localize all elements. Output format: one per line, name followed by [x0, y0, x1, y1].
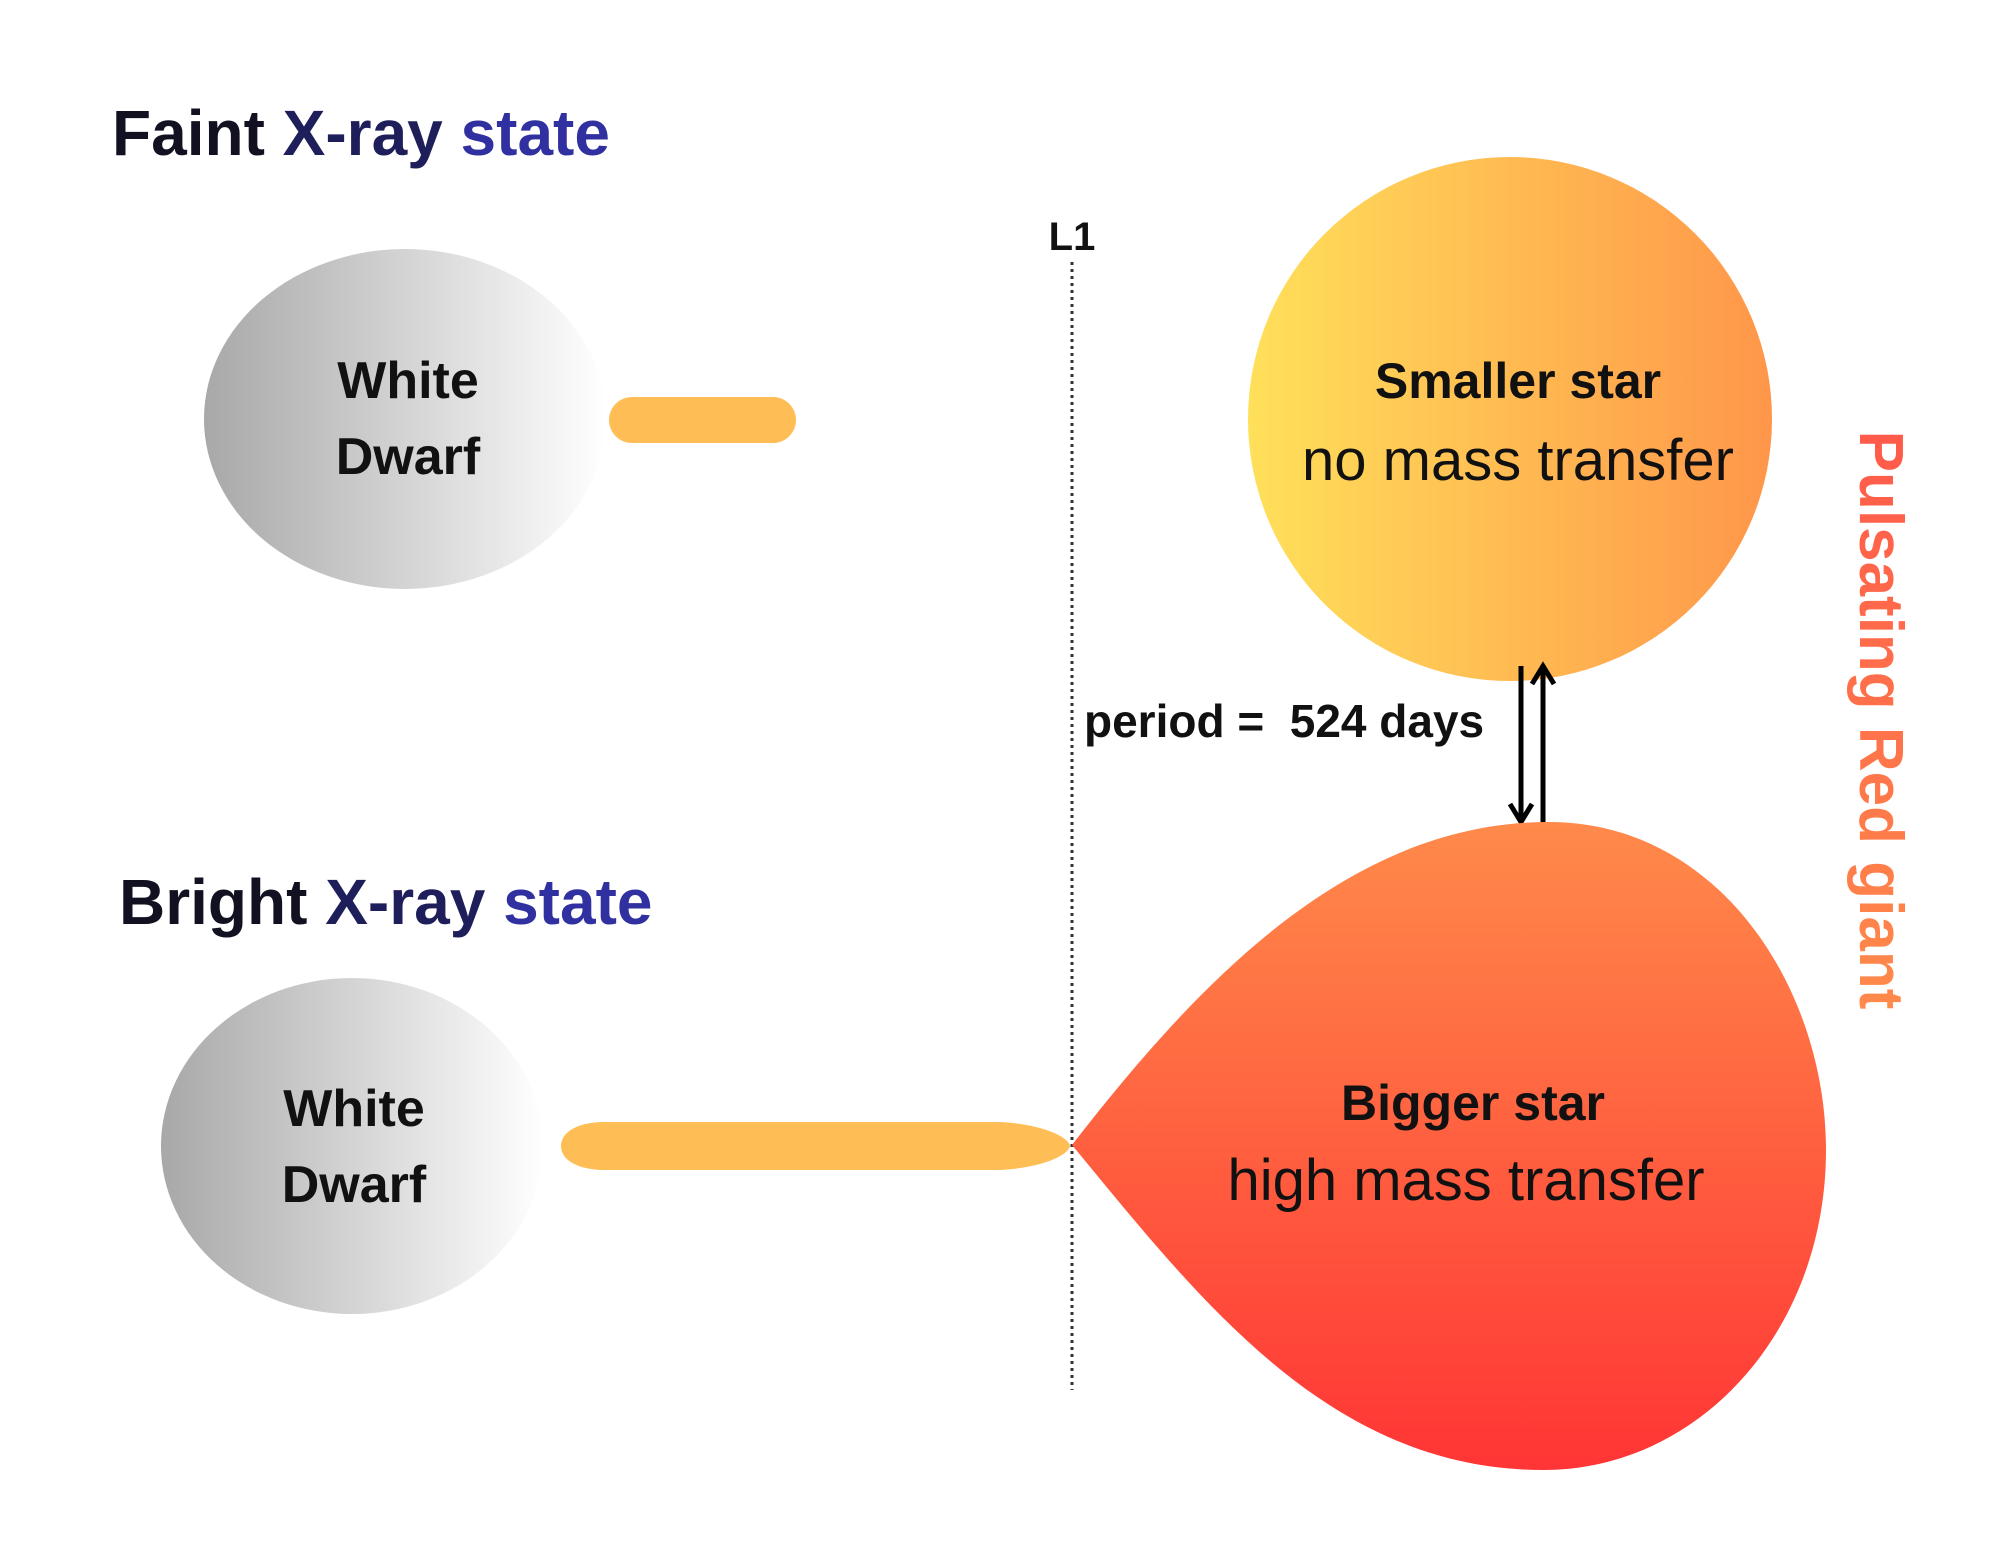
- white-dwarf-label: Dwarf: [336, 428, 481, 486]
- bright-title: Bright X-ray state: [119, 866, 652, 938]
- star-name: Smaller star: [1375, 353, 1661, 409]
- bigger-star: [1072, 822, 1826, 1470]
- star-note: no mass transfer: [1302, 428, 1734, 493]
- title-word: Faint: [112, 97, 265, 169]
- mass-stream: [561, 1122, 1070, 1170]
- pulsation-arrows: [1507, 661, 1557, 827]
- title-word: X-ray: [283, 97, 444, 169]
- side-label: Pulsating Red giant: [1846, 431, 1915, 1010]
- mass-stream: [609, 397, 796, 443]
- white-dwarf-label: White: [283, 1080, 425, 1138]
- white-dwarf: [161, 978, 543, 1314]
- white-dwarf-label: Dwarf: [282, 1156, 427, 1214]
- title-word: Bright: [119, 866, 307, 938]
- smaller-star: [1248, 157, 1772, 681]
- white-dwarf: [204, 249, 606, 589]
- star-note: high mass transfer: [1227, 1148, 1704, 1213]
- star-name: Bigger star: [1341, 1075, 1605, 1131]
- l1-label: L1: [1049, 215, 1096, 259]
- title-word: state: [461, 97, 610, 169]
- white-dwarf-label: White: [337, 352, 479, 410]
- period-label: period = 524 days: [1084, 695, 1484, 747]
- title-word: state: [503, 866, 652, 938]
- title-word: X-ray: [325, 866, 486, 938]
- faint-title: Faint X-ray state: [112, 97, 610, 169]
